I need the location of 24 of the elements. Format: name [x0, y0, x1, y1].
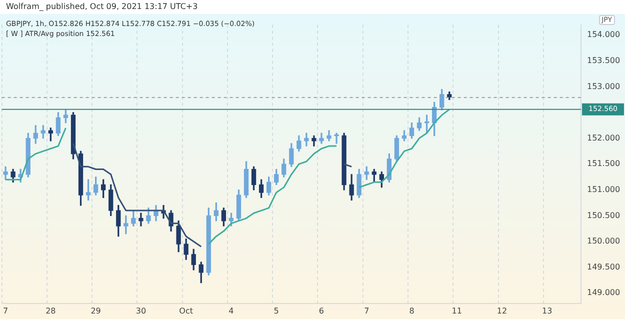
x-tick-label: 6 — [318, 306, 324, 316]
y-tick-label: 153.500 — [587, 56, 620, 65]
x-tick-label: 29 — [90, 306, 101, 316]
chart-title: Wolfram_ published, Oct 09, 2021 13:17 UTC+3 — [6, 2, 198, 11]
x-tick-label: 13 — [542, 306, 552, 316]
y-tick-label: 149.000 — [587, 288, 620, 298]
y-tick-label: 153.000 — [587, 82, 620, 91]
x-tick-label: 4 — [228, 306, 234, 316]
x-tick-label: 7 — [3, 306, 8, 316]
x-tick-label: 12 — [496, 306, 508, 316]
y-tick-label: 150.000 — [587, 236, 620, 246]
y-tick-label: 154.000 — [587, 30, 620, 40]
y-tick-label: 149.500 — [587, 262, 620, 272]
y-tick-label: 151.000 — [587, 184, 620, 194]
x-tick-label: 28 — [46, 306, 56, 316]
y-tick-label: 152.000 — [587, 133, 620, 142]
x-tick-label: 8 — [409, 306, 414, 316]
y-tick-label: 150.500 — [587, 210, 620, 220]
x-tick-label: 7 — [364, 306, 370, 316]
y-tick-label: 151.500 — [587, 159, 620, 168]
x-tick-label: 5 — [274, 306, 279, 316]
x-tick-label: 30 — [136, 306, 146, 316]
x-tick-label: 11 — [452, 306, 462, 316]
x-tick-label: Oct — [179, 306, 193, 316]
